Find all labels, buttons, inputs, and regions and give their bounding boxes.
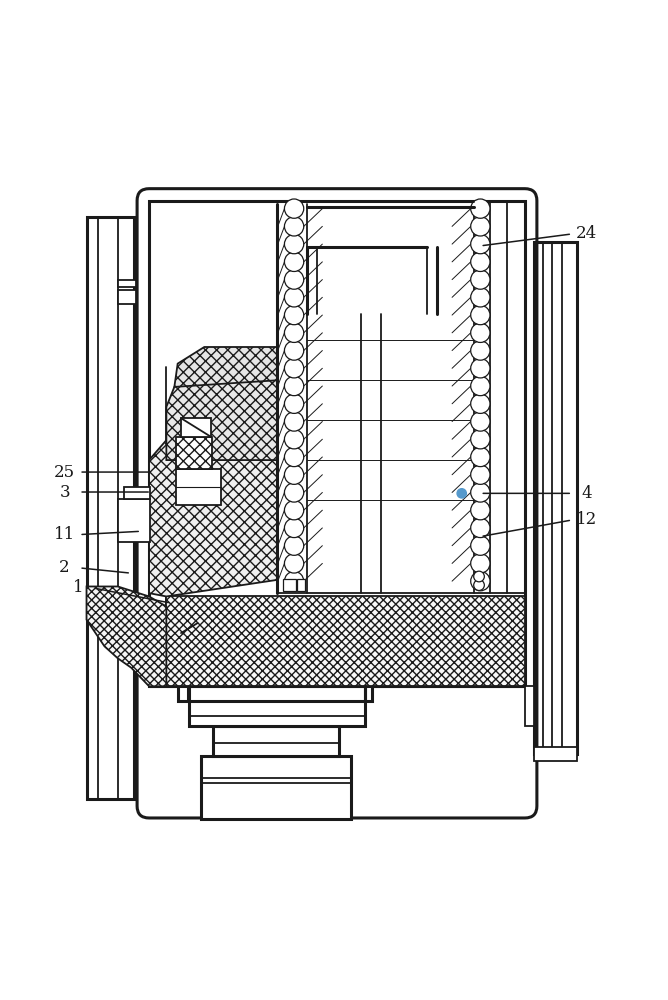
Circle shape: [471, 483, 490, 502]
Circle shape: [471, 305, 490, 325]
Circle shape: [285, 270, 304, 289]
Circle shape: [285, 536, 304, 555]
Circle shape: [471, 341, 490, 360]
Circle shape: [471, 554, 490, 573]
Polygon shape: [174, 347, 277, 387]
Polygon shape: [149, 423, 277, 596]
Bar: [118, 280, 136, 287]
Circle shape: [285, 359, 304, 378]
Text: 12: 12: [576, 511, 597, 528]
Bar: [166, 596, 525, 686]
Text: 2: 2: [59, 559, 70, 576]
Circle shape: [471, 572, 490, 591]
Circle shape: [471, 234, 490, 254]
Circle shape: [471, 518, 490, 538]
Circle shape: [474, 571, 484, 582]
Bar: [297, 579, 305, 591]
Bar: [534, 242, 576, 754]
Bar: [87, 217, 134, 799]
Circle shape: [285, 554, 304, 573]
Bar: [189, 701, 365, 726]
Bar: [118, 290, 136, 304]
Circle shape: [285, 394, 304, 413]
Bar: [201, 756, 351, 819]
Text: 3: 3: [59, 484, 70, 501]
Circle shape: [471, 359, 490, 378]
Bar: [283, 579, 296, 591]
Text: 24: 24: [576, 225, 597, 242]
Bar: [534, 747, 576, 761]
Circle shape: [471, 430, 490, 449]
Bar: [124, 487, 150, 499]
Circle shape: [474, 580, 484, 590]
Circle shape: [285, 483, 304, 502]
Bar: [176, 469, 221, 505]
Circle shape: [285, 501, 304, 520]
Circle shape: [471, 447, 490, 467]
Circle shape: [471, 465, 490, 484]
Circle shape: [285, 252, 304, 271]
Circle shape: [285, 341, 304, 360]
Bar: [525, 686, 534, 726]
Circle shape: [471, 536, 490, 555]
Circle shape: [471, 323, 490, 342]
Circle shape: [471, 252, 490, 271]
Circle shape: [285, 323, 304, 342]
Bar: [181, 418, 211, 437]
Circle shape: [471, 288, 490, 307]
Bar: [149, 201, 525, 686]
Polygon shape: [87, 586, 166, 686]
Text: 1: 1: [73, 579, 84, 596]
Bar: [178, 686, 188, 701]
Circle shape: [285, 288, 304, 307]
Circle shape: [285, 234, 304, 254]
Circle shape: [285, 465, 304, 484]
Bar: [365, 686, 372, 701]
Circle shape: [285, 376, 304, 396]
Circle shape: [285, 572, 304, 591]
Circle shape: [285, 199, 304, 218]
Circle shape: [471, 270, 490, 289]
Text: 4: 4: [581, 485, 592, 502]
Bar: [176, 437, 212, 469]
Circle shape: [471, 412, 490, 431]
Circle shape: [285, 430, 304, 449]
Circle shape: [285, 447, 304, 467]
Circle shape: [457, 489, 466, 498]
Circle shape: [285, 518, 304, 538]
Bar: [118, 499, 150, 542]
Circle shape: [471, 199, 490, 218]
Text: 25: 25: [54, 464, 75, 481]
Polygon shape: [166, 360, 277, 460]
Circle shape: [471, 501, 490, 520]
Circle shape: [285, 305, 304, 325]
Circle shape: [471, 394, 490, 413]
Circle shape: [285, 412, 304, 431]
Circle shape: [471, 217, 490, 236]
Text: 11: 11: [54, 526, 75, 543]
Circle shape: [285, 217, 304, 236]
Bar: [213, 726, 339, 756]
Circle shape: [471, 376, 490, 396]
